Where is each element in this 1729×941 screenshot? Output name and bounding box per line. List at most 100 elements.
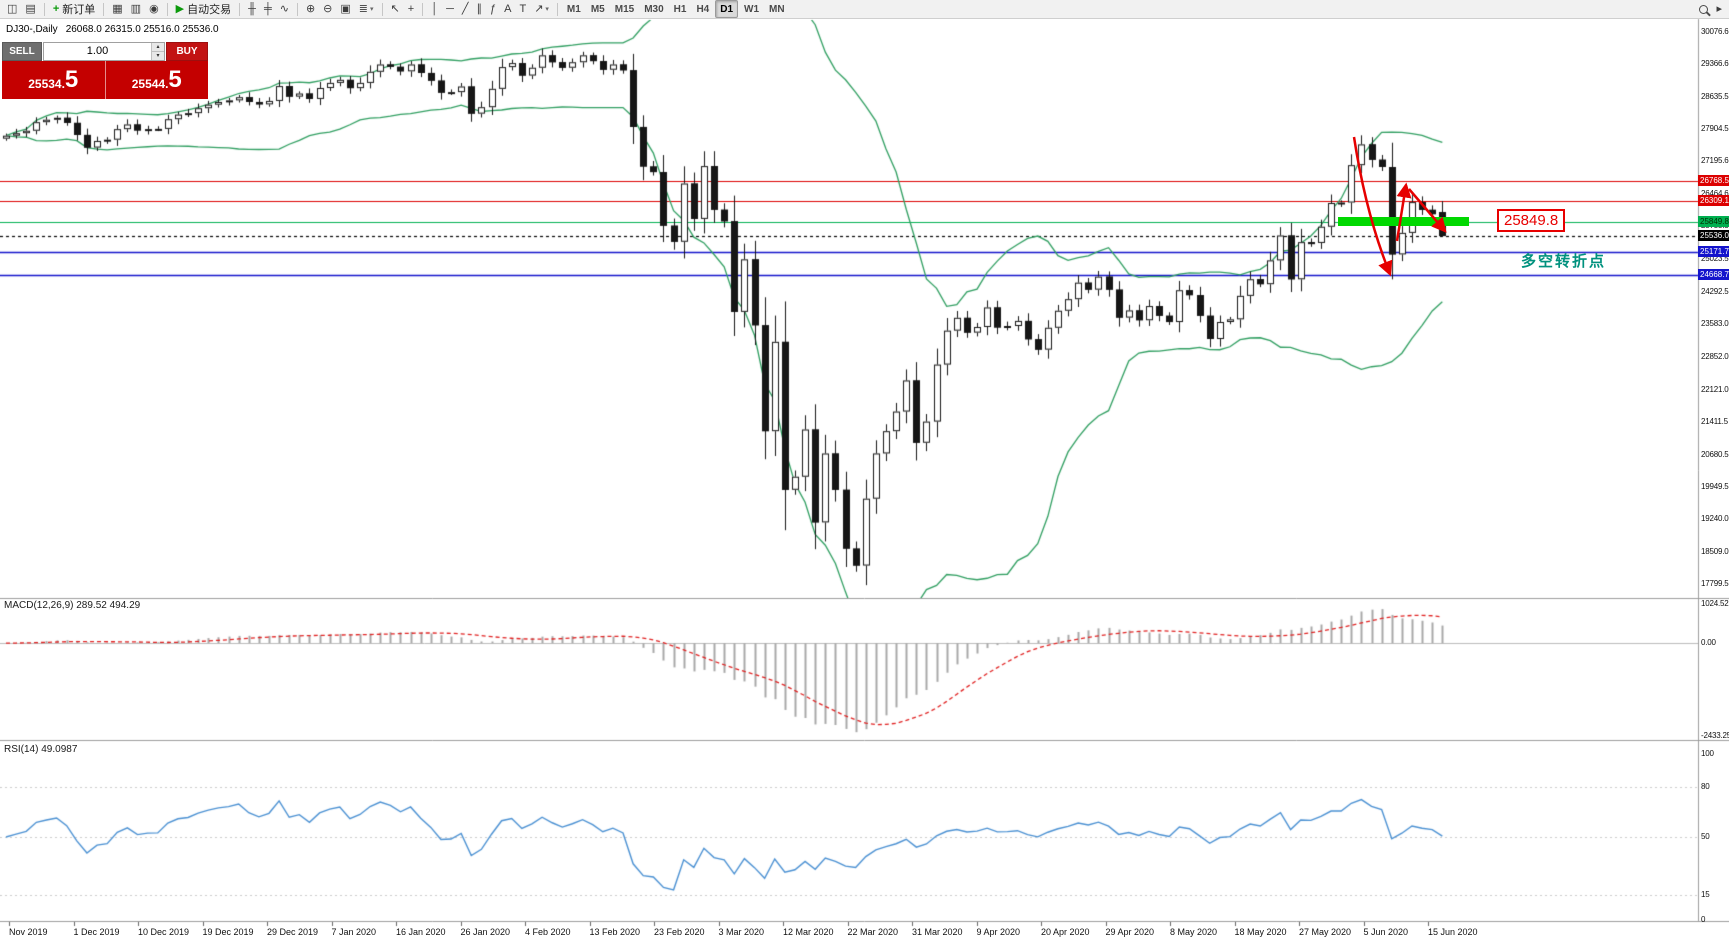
horizontal-line-icon: ─ bbox=[446, 3, 454, 15]
bars-chart-icon: ╫ bbox=[248, 3, 256, 15]
date-axis-label: 29 Dec 2019 bbox=[267, 927, 319, 937]
volume-spinner: ▴ ▾ bbox=[151, 43, 164, 60]
price-axis-label: 22121.0 bbox=[1701, 384, 1729, 394]
tile-windows-icon: ▣ bbox=[340, 3, 351, 15]
toolbar-separator bbox=[166, 2, 168, 16]
date-axis-label: 19 Dec 2019 bbox=[202, 927, 254, 937]
date-axis-label: Nov 2019 bbox=[9, 927, 48, 937]
price-axis-label: 27904.5 bbox=[1701, 124, 1729, 134]
timeframe-w1-button[interactable]: W1 bbox=[744, 3, 760, 15]
equidistant-channel-icon: ∥ bbox=[476, 3, 482, 15]
price-tag-label[interactable]: 25849.8 bbox=[1497, 209, 1566, 232]
vertical-line-button[interactable]: │ bbox=[428, 1, 441, 17]
fibonacci-retracement-button[interactable]: ƒ bbox=[487, 1, 499, 17]
buy-price-button[interactable]: 25544. 5 bbox=[106, 61, 209, 99]
rsi-axis-label: 100 bbox=[1701, 749, 1714, 758]
navigator-button[interactable]: ◉ bbox=[146, 1, 162, 17]
horizontal-line-button[interactable]: ─ bbox=[443, 1, 457, 17]
trendline-button[interactable]: ╱ bbox=[459, 1, 472, 17]
price-axis-label: 30076.6 bbox=[1701, 26, 1729, 36]
candlestick-chart-icon: ╪ bbox=[263, 3, 272, 15]
volume-up-button[interactable]: ▴ bbox=[152, 43, 164, 52]
profiles-icon: ▤ bbox=[25, 3, 36, 15]
trendline-icon: ╱ bbox=[461, 3, 469, 15]
date-axis-label: 22 Mar 2020 bbox=[847, 927, 899, 937]
macd-axis-label: -2433.25 bbox=[1701, 731, 1729, 741]
new-chart-button[interactable]: ◫ bbox=[4, 1, 20, 17]
date-axis-label: 29 Apr 2020 bbox=[1105, 927, 1155, 937]
vertical-line-icon: │ bbox=[431, 3, 439, 15]
macd-axis-label: 1024.52 bbox=[1701, 599, 1729, 608]
timeframe-mn-button[interactable]: MN bbox=[769, 3, 785, 15]
turning-point-annotation[interactable]: 多空转折点 bbox=[1521, 253, 1607, 270]
date-axis-label: 15 Jun 2020 bbox=[1428, 927, 1478, 937]
price-level-badge: 25536.0 bbox=[1698, 230, 1729, 242]
new-order-button[interactable]: + 新订单 bbox=[50, 1, 98, 17]
rsi-axis-label: 15 bbox=[1701, 890, 1710, 900]
toolbar-separator bbox=[239, 2, 241, 16]
timeframe-m5-button[interactable]: M5 bbox=[590, 3, 605, 15]
support-zone-rectangle[interactable] bbox=[1338, 217, 1469, 226]
date-axis-label: 16 Jan 2020 bbox=[396, 927, 446, 937]
search-button[interactable] bbox=[1696, 1, 1711, 17]
chart-shift-button[interactable]: ▸ bbox=[1713, 1, 1725, 17]
search-icon bbox=[1699, 4, 1709, 14]
indicators-icon: ≣ bbox=[358, 3, 369, 15]
toolbar: ◫ ▤ + 新订单 ▦ ▥ ◉ ▶ 自动交易 ╫ ╪ ∿ ⊕ ⊖ ▣ ≣ ▾ ↖ + │ ─ ╱ ∥ ƒ A T ↗ ▾ M1 M5 M15… bbox=[0, 0, 1729, 19]
volume-field[interactable]: 1.00 ▴ ▾ bbox=[43, 42, 165, 61]
market-watch-button[interactable]: ▦ bbox=[109, 1, 125, 17]
buy-button[interactable]: BUY bbox=[166, 42, 208, 61]
line-chart-icon: ∿ bbox=[279, 3, 289, 15]
text-button[interactable]: A bbox=[501, 1, 514, 17]
price-axis-label: 19240.0 bbox=[1701, 514, 1729, 524]
rsi-indicator-label: RSI(14) 49.0987 bbox=[4, 744, 78, 755]
price-divider bbox=[104, 61, 106, 99]
date-axis-label: 26 Jan 2020 bbox=[460, 927, 511, 937]
line-chart-button[interactable]: ∿ bbox=[277, 1, 292, 17]
timeframe-h1-button[interactable]: H1 bbox=[673, 3, 687, 15]
candlestick-chart-button[interactable]: ╪ bbox=[261, 1, 275, 17]
equidistant-channel-button[interactable]: ∥ bbox=[473, 1, 485, 17]
auto-trading-button[interactable]: ▶ 自动交易 bbox=[173, 1, 234, 17]
data-window-icon: ▥ bbox=[130, 3, 142, 15]
timeframe-d1-button[interactable]: D1 bbox=[715, 0, 739, 18]
profiles-button[interactable]: ▤ bbox=[22, 1, 38, 17]
text-icon: A bbox=[504, 3, 512, 15]
price-axis-label: 24292.5 bbox=[1701, 287, 1729, 296]
price-axis-label: 19949.5 bbox=[1701, 482, 1729, 492]
volume-down-button[interactable]: ▾ bbox=[152, 52, 164, 60]
data-window-button[interactable]: ▥ bbox=[128, 1, 144, 17]
date-axis-label: 7 Jan 2020 bbox=[331, 927, 377, 937]
timeframe-h4-button[interactable]: H4 bbox=[696, 3, 710, 15]
timeframe-m30-button[interactable]: M30 bbox=[644, 3, 664, 15]
dropdown-arrow-icon: ▾ bbox=[545, 6, 549, 13]
sell-price-main: 25534. bbox=[28, 77, 65, 91]
cursor-button[interactable]: ↖ bbox=[388, 1, 403, 17]
zoom-in-button[interactable]: ⊕ bbox=[303, 1, 318, 17]
arrow-objects-button[interactable]: ↗ ▾ bbox=[531, 1, 552, 17]
crosshair-button[interactable]: + bbox=[405, 1, 417, 17]
text-label-icon: T bbox=[519, 3, 527, 15]
market-watch-icon: ▦ bbox=[112, 3, 123, 15]
sell-button[interactable]: SELL bbox=[2, 42, 42, 61]
timeframe-m1-button[interactable]: M1 bbox=[566, 3, 581, 15]
zoom-out-button[interactable]: ⊖ bbox=[320, 1, 335, 17]
date-axis-label: 18 May 2020 bbox=[1234, 927, 1287, 937]
zoom-in-icon: ⊕ bbox=[305, 3, 316, 15]
tile-windows-button[interactable]: ▣ bbox=[337, 1, 353, 17]
timeframe-m15-button[interactable]: M15 bbox=[614, 3, 635, 15]
navigator-icon: ◉ bbox=[149, 3, 159, 15]
indicators-button[interactable]: ≣ ▾ bbox=[356, 1, 377, 17]
auto-trading-icon: ▶ bbox=[175, 3, 185, 15]
crosshair-icon: + bbox=[407, 3, 415, 15]
bars-chart-button[interactable]: ╫ bbox=[245, 1, 259, 17]
dropdown-arrow-icon: ▾ bbox=[370, 6, 374, 13]
date-axis-label: 23 Feb 2020 bbox=[654, 927, 705, 937]
price-level-badge: 25849.8 bbox=[1698, 215, 1729, 227]
date-axis-label: 1 Dec 2019 bbox=[73, 927, 120, 937]
rsi-axis-label: 50 bbox=[1701, 832, 1710, 841]
macd-indicator-label: MACD(12,26,9) 289.52 494.29 bbox=[4, 600, 141, 611]
text-label-button[interactable]: T bbox=[516, 1, 529, 17]
sell-price-button[interactable]: 25534. 5 bbox=[2, 61, 105, 99]
